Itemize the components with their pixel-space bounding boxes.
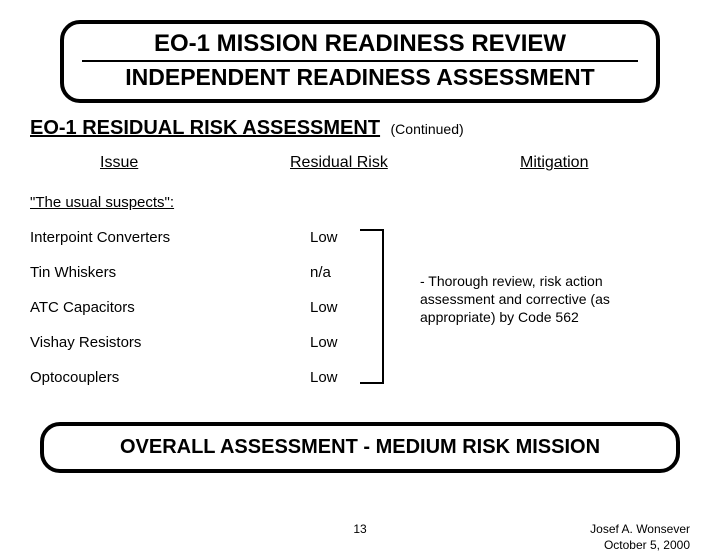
issue-cell: Interpoint Converters xyxy=(30,229,170,246)
title-line2: INDEPENDENT READINESS ASSESSMENT xyxy=(82,64,638,91)
content-area: Issue Residual Risk Mitigation "The usua… xyxy=(30,154,690,414)
page-number: 13 xyxy=(353,522,366,536)
assessment-box: OVERALL ASSESSMENT - MEDIUM RISK MISSION xyxy=(40,422,680,473)
risk-cell: Low xyxy=(310,229,338,246)
section-continued: (Continued) xyxy=(391,121,464,137)
assessment-highlight: MEDIUM RISK xyxy=(376,436,510,458)
title-box: EO-1 MISSION READINESS REVIEW INDEPENDEN… xyxy=(60,20,660,103)
footer-right: Josef A. Wonsever October 5, 2000 xyxy=(590,522,690,553)
issue-cell: Vishay Resistors xyxy=(30,334,141,351)
section-heading: EO-1 RESIDUAL RISK ASSESSMENT xyxy=(30,117,380,140)
assessment-suffix: MISSION xyxy=(510,436,600,458)
risk-cell: Low xyxy=(310,369,338,386)
assessment-prefix: OVERALL ASSESSMENT - xyxy=(120,436,376,458)
risk-cell: Low xyxy=(310,334,338,351)
risk-cell: n/a xyxy=(310,264,331,281)
section-row: EO-1 RESIDUAL RISK ASSESSMENT (Continued… xyxy=(30,117,690,142)
title-line1: EO-1 MISSION READINESS REVIEW xyxy=(82,30,638,62)
mitigation-text: - Thorough review, risk action assessmen… xyxy=(420,272,680,327)
issue-cell: Optocouplers xyxy=(30,369,119,386)
bracket-icon xyxy=(360,229,390,384)
column-header-issue: Issue xyxy=(100,154,138,172)
issue-cell: Tin Whiskers xyxy=(30,264,116,281)
footer-author: Josef A. Wonsever xyxy=(590,522,690,538)
issue-cell: ATC Capacitors xyxy=(30,299,135,316)
suspects-label: "The usual suspects": xyxy=(30,194,174,211)
column-header-mitigation: Mitigation xyxy=(520,154,588,172)
column-header-risk: Residual Risk xyxy=(290,154,388,172)
risk-cell: Low xyxy=(310,299,338,316)
